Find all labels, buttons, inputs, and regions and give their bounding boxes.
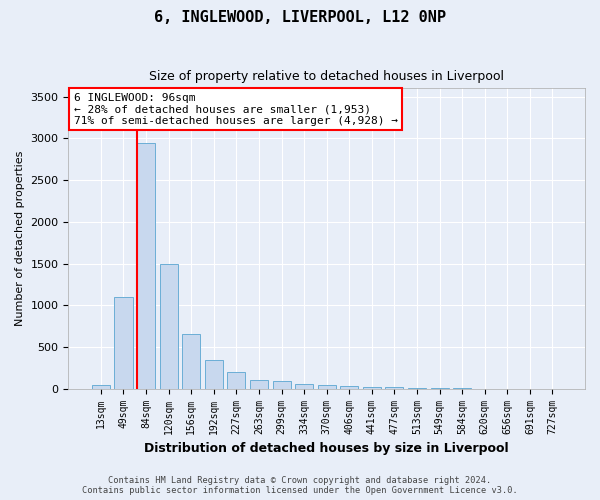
Bar [250,380,268,388]
Bar [295,384,313,388]
X-axis label: Distribution of detached houses by size in Liverpool: Distribution of detached houses by size … [145,442,509,455]
Title: Size of property relative to detached houses in Liverpool: Size of property relative to detached ho… [149,70,504,83]
Bar [363,386,381,388]
Bar [385,387,403,388]
Bar [227,372,245,388]
Text: Contains HM Land Registry data © Crown copyright and database right 2024.
Contai: Contains HM Land Registry data © Crown c… [82,476,518,495]
Bar [92,384,110,388]
Text: 6, INGLEWOOD, LIVERPOOL, L12 0NP: 6, INGLEWOOD, LIVERPOOL, L12 0NP [154,10,446,25]
Y-axis label: Number of detached properties: Number of detached properties [15,151,25,326]
Bar [182,334,200,388]
Text: 6 INGLEWOOD: 96sqm
← 28% of detached houses are smaller (1,953)
71% of semi-deta: 6 INGLEWOOD: 96sqm ← 28% of detached hou… [74,93,398,126]
Bar [205,360,223,388]
Bar [317,386,336,388]
Bar [160,264,178,388]
Bar [137,142,155,388]
Bar [115,297,133,388]
Bar [340,386,358,388]
Bar [272,381,290,388]
